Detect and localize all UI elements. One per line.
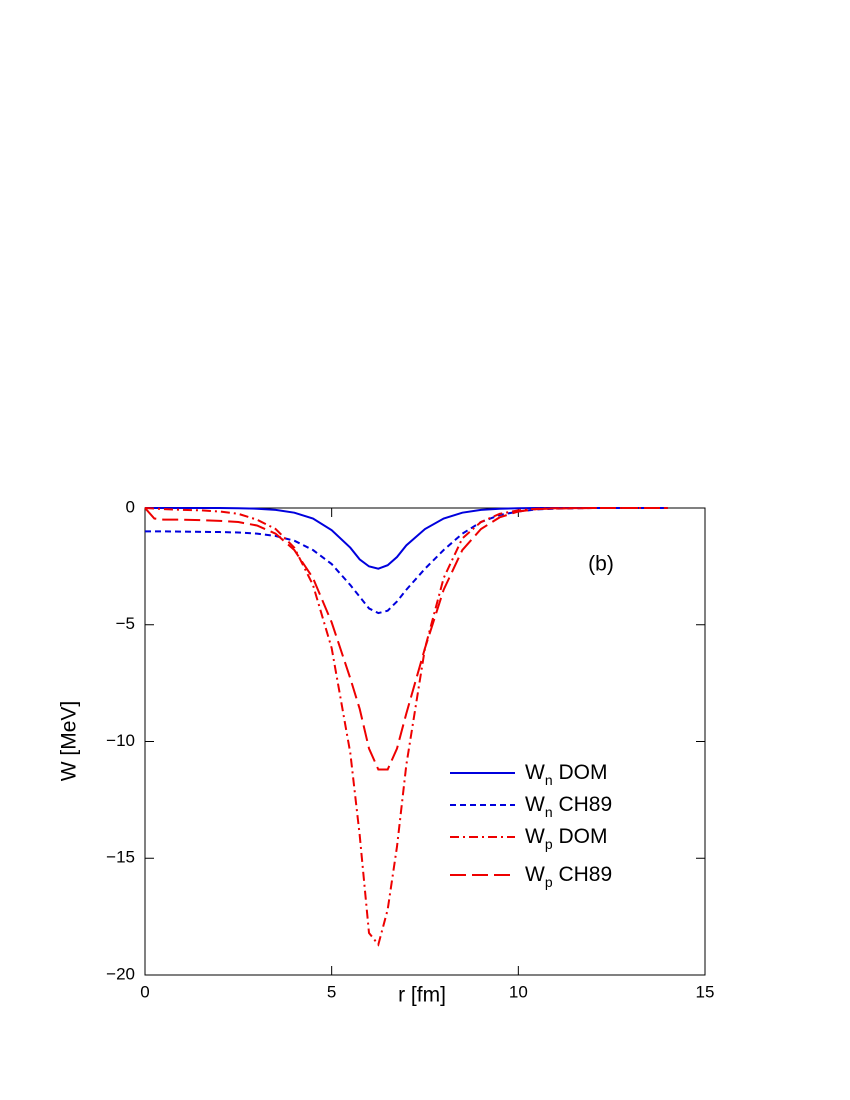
y-tick-label: −20	[106, 964, 135, 983]
x-tick-label: 10	[509, 982, 528, 1001]
legend-label: Wp DOM	[525, 825, 607, 852]
x-tick-label: 5	[327, 982, 336, 1001]
legend-label: Wp CH89	[525, 863, 612, 890]
series-line	[144, 507, 668, 947]
series-line	[144, 507, 668, 771]
y-tick-label: −5	[116, 614, 135, 633]
plot-frame	[144, 507, 706, 976]
y-axis-label: W [MeV]	[58, 701, 81, 782]
annotation: (b)	[588, 553, 614, 576]
y-tick-label: −15	[106, 848, 135, 867]
legend-label: Wn DOM	[525, 761, 607, 788]
x-tick-label: 15	[696, 982, 715, 1001]
x-tick-label: 0	[140, 982, 149, 1001]
y-tick-label: −10	[106, 731, 135, 750]
legend-label: Wn CH89	[525, 793, 612, 820]
y-tick-label: 0	[126, 497, 135, 516]
x-axis-label: r [fm]	[398, 984, 446, 1007]
series-line	[145, 507, 668, 570]
